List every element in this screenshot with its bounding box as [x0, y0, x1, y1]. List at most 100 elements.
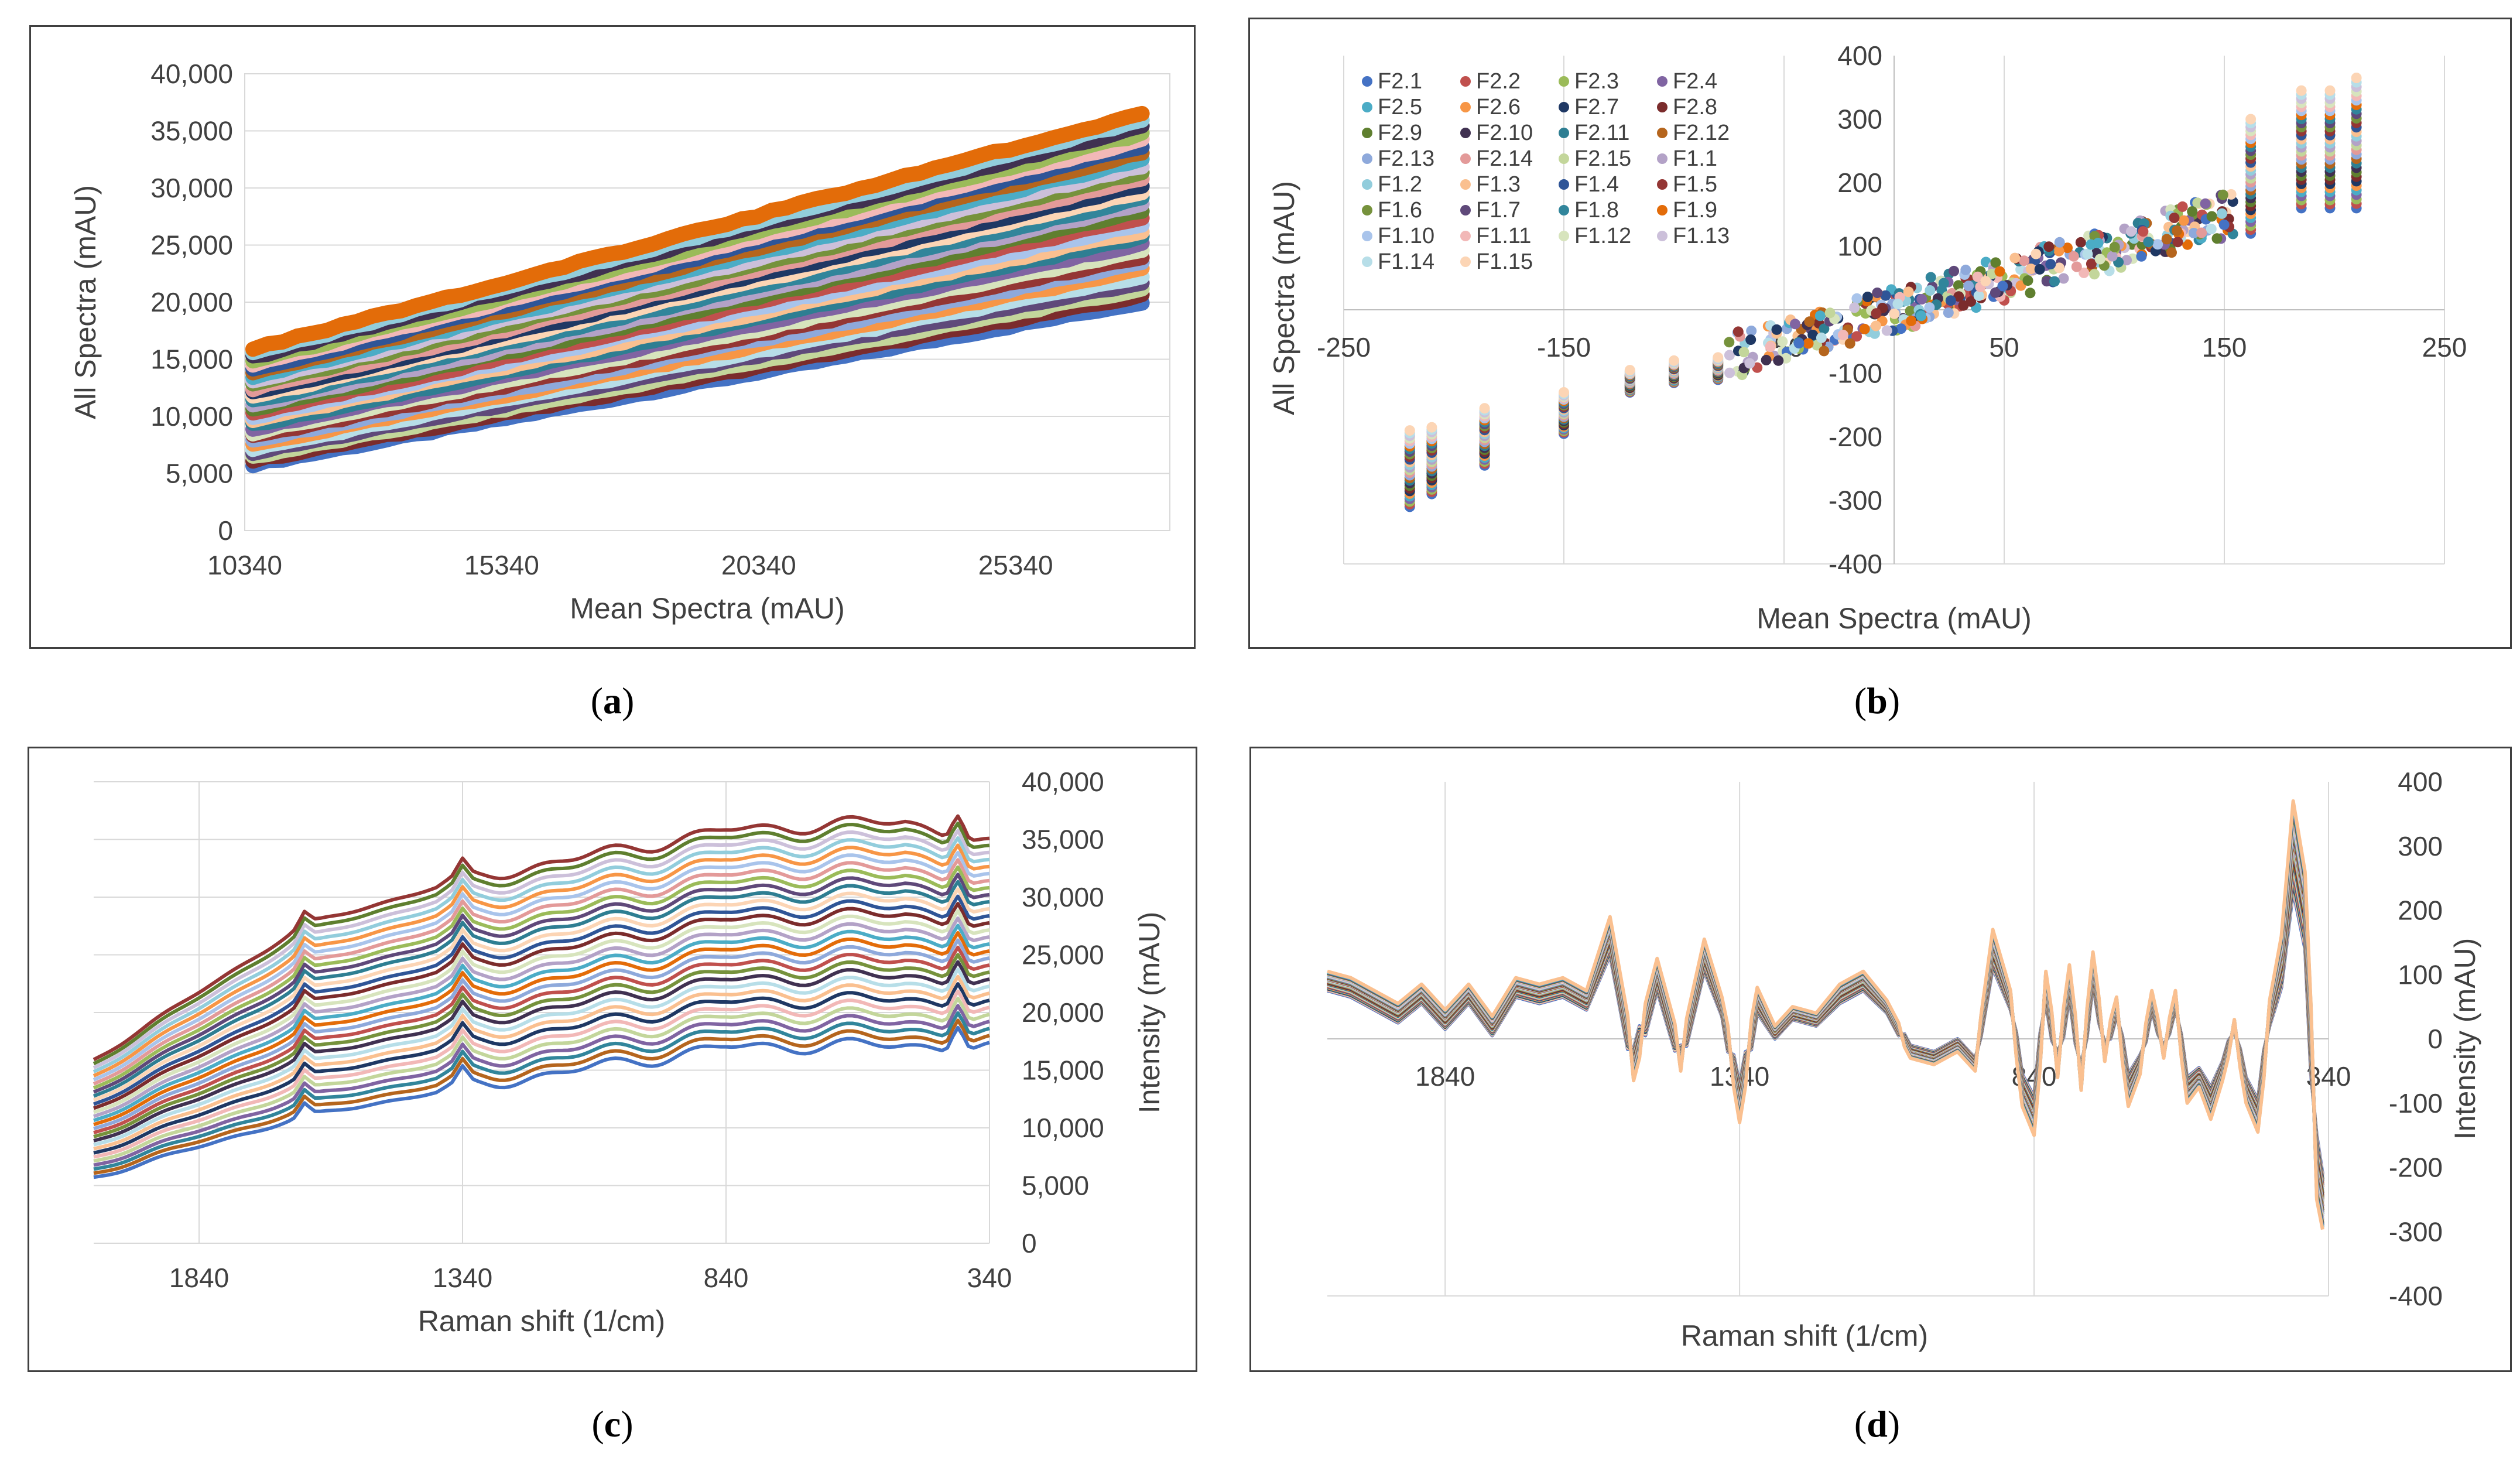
- data-point: [2172, 237, 2183, 248]
- legend-marker: [1657, 128, 1668, 138]
- series-line: [93, 931, 990, 1127]
- series-line: [93, 843, 990, 1078]
- legend-marker: [1460, 231, 1471, 241]
- series-line: [1327, 867, 2324, 1188]
- data-point: [2031, 248, 2042, 259]
- y-tick-label: 100: [2398, 959, 2443, 990]
- data-point: [2034, 264, 2045, 275]
- legend-label: F2.3: [1574, 69, 1619, 94]
- series-line: [93, 1018, 990, 1175]
- legend-label: F2.11: [1574, 121, 1629, 145]
- data-point: [1819, 323, 1830, 334]
- data-point: [2075, 237, 2086, 248]
- data-point: [2225, 189, 2237, 200]
- y-tick-label: 300: [1837, 104, 1882, 135]
- data-point: [2351, 73, 2362, 83]
- legend-label: F2.8: [1673, 95, 1717, 119]
- data-point: [2217, 189, 2228, 200]
- legend-label: F2.7: [1574, 95, 1619, 119]
- data-point: [1903, 286, 1914, 297]
- legend-label: F2.2: [1476, 69, 1521, 94]
- data-point: [1851, 331, 1862, 342]
- data-point: [1761, 354, 1772, 365]
- data-point: [1745, 334, 1757, 346]
- data-point: [2107, 251, 2118, 262]
- legend-label: F1.3: [1476, 172, 1521, 197]
- y-tick-label: -200: [2389, 1152, 2443, 1183]
- series-line: [93, 1011, 990, 1171]
- x-tick-label: 840: [704, 1263, 749, 1293]
- data-point: [1426, 422, 1437, 433]
- series-line: [93, 997, 990, 1163]
- series-line: [1327, 799, 2324, 1230]
- panel-a: 0 5,000 10,000 15,000 20,000 25,000 30,000 35,0…: [29, 25, 1196, 649]
- legend-label: F2.13: [1378, 146, 1434, 171]
- series-line: [1327, 889, 2324, 1174]
- series-line: [1327, 886, 2324, 1176]
- data-point: [1990, 257, 2001, 268]
- series-line: [93, 923, 990, 1123]
- y-tick-label: 10,000: [1022, 1113, 1104, 1143]
- legend-label: F1.5: [1673, 172, 1717, 197]
- data-point: [1958, 300, 1969, 311]
- y-tick-label: 100: [1837, 231, 1882, 262]
- data-point: [1773, 355, 1784, 366]
- legend-marker: [1657, 102, 1668, 112]
- series-line: [93, 880, 990, 1098]
- series-line: [93, 909, 990, 1114]
- y-tick-label: -100: [1829, 358, 1882, 389]
- data-point: [2025, 288, 2036, 299]
- legend-marker: [1460, 102, 1471, 112]
- y-axis-title: Intensity (mAU): [2449, 938, 2481, 1140]
- data-point: [2218, 219, 2230, 230]
- legend-marker: [1362, 205, 1372, 216]
- data-point: [2296, 85, 2307, 96]
- data-point: [2188, 228, 2199, 238]
- data-point: [1973, 290, 1984, 301]
- data-point: [1869, 328, 1880, 339]
- data-point: [2022, 275, 2033, 286]
- data-point: [1990, 287, 2001, 298]
- data-point: [1880, 290, 1891, 301]
- data-point: [2053, 245, 2064, 256]
- legend-label: F2.4: [1673, 69, 1717, 94]
- legend-marker: [1460, 205, 1471, 216]
- y-tick-label: -400: [1829, 549, 1882, 579]
- data-point: [2019, 255, 2029, 266]
- series-line: [93, 822, 990, 1065]
- legend-marker: [1460, 179, 1471, 190]
- y-tick-label: -100: [2389, 1088, 2443, 1118]
- legend-marker: [1362, 231, 1372, 241]
- series-line: [93, 916, 990, 1118]
- chart-a: 0 5,000 10,000 15,000 20,000 25,000 30,000 35,0…: [69, 59, 1170, 625]
- x-axis-title: Mean Spectra (mAU): [570, 592, 845, 625]
- y-tick-label: 200: [1837, 167, 1882, 198]
- legend-marker: [1362, 179, 1372, 190]
- y-tick-label: 30,000: [150, 173, 233, 203]
- y-tick-label: 15,000: [1022, 1055, 1104, 1086]
- legend-label: F2.12: [1673, 121, 1730, 145]
- y-tick-label: 35,000: [150, 116, 233, 146]
- series-line: [93, 974, 990, 1151]
- chart-c: 0 5,000 10,000 15,000 20,000 25,000 30,000 35,0…: [93, 767, 1166, 1338]
- series-line: [93, 887, 990, 1102]
- data-point: [2109, 241, 2120, 252]
- data-point: [2041, 276, 2052, 287]
- data-point: [1479, 403, 1490, 414]
- data-point: [1871, 308, 1882, 319]
- data-point: [1814, 310, 1826, 321]
- data-point: [2216, 208, 2227, 219]
- data-point: [1895, 323, 1906, 334]
- data-point: [1816, 332, 1827, 343]
- series-line: [93, 945, 990, 1134]
- legend-label: F1.10: [1378, 224, 1434, 248]
- data-point: [1724, 367, 1735, 378]
- series-line: [93, 865, 990, 1090]
- series-line: [93, 960, 990, 1143]
- data-point: [2079, 267, 2090, 278]
- data-point: [1916, 294, 1927, 305]
- legend-marker: [1657, 76, 1668, 87]
- data-point: [1905, 306, 1916, 316]
- series-line: [93, 938, 990, 1131]
- y-tick-label: 5,000: [1022, 1171, 1089, 1201]
